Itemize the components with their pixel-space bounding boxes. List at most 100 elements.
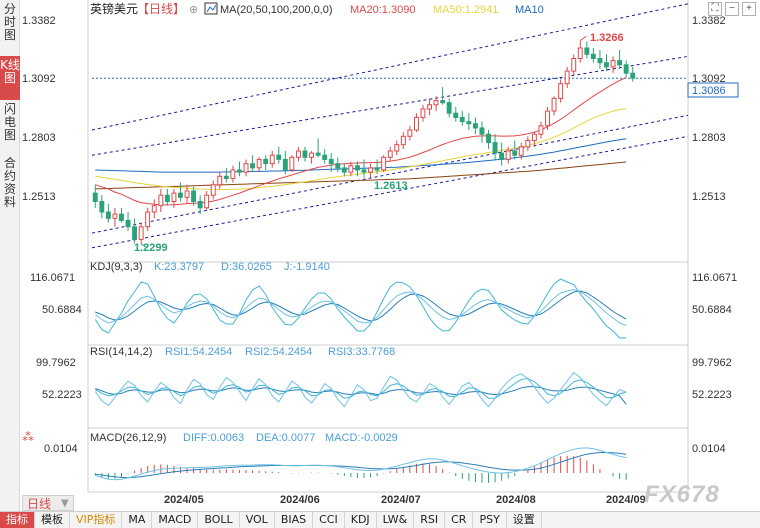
expand-icon[interactable]: ⛶ <box>708 2 722 16</box>
candle-body <box>132 226 138 240</box>
toolbar-vip-indicators[interactable]: VIP指标 <box>70 512 123 528</box>
candle-body <box>512 150 518 156</box>
macd-tick: 0.0104 <box>44 443 78 455</box>
window-controls: ⛶ − + <box>708 2 756 16</box>
watermark: FX678 <box>644 481 720 508</box>
toolbar-bias[interactable]: BIAS <box>275 512 314 528</box>
candle-body <box>184 190 190 198</box>
tab-timeshare[interactable]: 分时图 <box>3 2 16 42</box>
period-label: 日线 <box>27 496 52 511</box>
indicator-icon-glyph <box>206 4 217 13</box>
candle-body <box>499 152 505 160</box>
chevron-down-icon: ▼ <box>61 497 69 509</box>
candle-body <box>105 211 111 219</box>
candle-body <box>420 108 426 118</box>
kdj-d: D:36.0265 <box>221 261 272 273</box>
candle-body <box>125 219 131 228</box>
rsi-plot <box>94 371 627 408</box>
toolbar-kdj[interactable]: KDJ <box>345 512 377 528</box>
candle-body <box>119 213 124 221</box>
candle-body <box>197 201 203 209</box>
candle-body <box>571 58 577 72</box>
toolbar-ma[interactable]: MA <box>122 512 153 528</box>
candle-body <box>630 72 636 79</box>
candle-body <box>191 190 197 202</box>
candle-body <box>158 194 164 207</box>
toolbar-settings[interactable]: 设置 <box>507 512 542 528</box>
price-tick-left: 1.2513 <box>22 191 56 203</box>
candle-body <box>355 165 360 171</box>
price-tick: 1.2513 <box>692 191 726 203</box>
candle-body <box>269 154 275 165</box>
macd-diff-line <box>95 447 627 481</box>
toolbar-indicators[interactable]: 指标 <box>0 512 35 528</box>
candle-body <box>256 158 262 169</box>
candle-body <box>210 184 216 196</box>
toolbar-rsi[interactable]: RSI <box>414 512 446 528</box>
candle-body <box>453 112 459 118</box>
toolbar-psy[interactable]: PSY <box>473 512 507 528</box>
period-selector[interactable]: 日线 ▼ <box>22 495 74 511</box>
tab-flash[interactable]: 闪电图 <box>3 102 16 142</box>
ma10-value: MA10 <box>515 4 544 16</box>
toolbar-boll[interactable]: BOLL <box>198 512 240 528</box>
price-tick-left: 1.3382 <box>22 15 56 27</box>
toolbar-template[interactable]: 模板 <box>35 512 70 528</box>
candle-body <box>178 192 183 198</box>
x-axis-label: 2024/08 <box>496 494 536 506</box>
candle-body <box>335 163 341 169</box>
indicator-icon[interactable] <box>204 2 218 15</box>
candle-body <box>564 70 570 85</box>
candle-body <box>486 133 492 144</box>
ma20-line <box>95 76 627 206</box>
candle-body <box>617 60 622 66</box>
rsi-tick: 52.2223 <box>692 389 732 401</box>
candle-body <box>610 60 616 68</box>
kdj-tick: 116.0671 <box>692 272 737 284</box>
candle-body <box>368 167 374 173</box>
kdj-j: J:-1.9140 <box>284 261 330 273</box>
candle-body <box>289 156 295 171</box>
kdj-label: KDJ(9,3,3) <box>90 261 143 273</box>
toolbar-vol[interactable]: VOL <box>240 512 275 528</box>
macd-plot <box>94 447 627 483</box>
chart-canvas[interactable]: 英镑美元 【日线】 ⊕ MA(20,50,100,200,0,0) MA20:1… <box>0 0 760 510</box>
toolbar-lwr[interactable]: LW& <box>377 512 415 528</box>
candle-body <box>446 102 452 114</box>
x-axis-label: 2024/06 <box>280 494 320 506</box>
settings-icon[interactable]: ⊕ <box>189 4 198 16</box>
view-tabs: 分时图 K线图 闪电图 合约资料 <box>0 0 20 528</box>
tab-contract[interactable]: 合约资料 <box>3 156 16 209</box>
candle-body <box>92 192 98 203</box>
minus-icon[interactable]: − <box>725 2 739 16</box>
plus-icon[interactable]: + <box>742 2 756 16</box>
kdj-tick: 50.6884 <box>692 304 732 316</box>
candle-body <box>414 116 419 131</box>
rsi-1: RSI1:54.2454 <box>165 346 232 358</box>
candle-body <box>577 47 583 59</box>
symbol-label: 英镑美元 <box>90 1 138 16</box>
rsi-2: RSI2:54.2454 <box>245 346 312 358</box>
candle-body <box>282 158 288 171</box>
macd-label: MACD(26,12,9) <box>90 432 166 444</box>
candle-body <box>302 150 308 158</box>
trend-channel-line <box>91 135 689 249</box>
ma50-value: MA50:1.2941 <box>433 4 498 16</box>
candle-body <box>138 226 144 240</box>
tab-kline[interactable]: K线图 <box>0 56 20 100</box>
rsi-tick: 52.2223 <box>42 389 82 401</box>
candle-body <box>525 140 531 148</box>
candle-body <box>604 62 609 68</box>
toolbar-cci[interactable]: CCI <box>313 512 345 528</box>
macd-settings-icon[interactable]: ⁂ <box>22 430 34 444</box>
trend-channel-line <box>91 55 689 156</box>
macd-dea-line <box>95 452 627 479</box>
candle-body <box>296 150 301 158</box>
toolbar-cr[interactable]: CR <box>445 512 474 528</box>
candle-body <box>348 165 354 173</box>
candle-body <box>223 175 229 179</box>
candle-body <box>99 201 105 213</box>
toolbar-macd[interactable]: MACD <box>152 512 199 528</box>
candle-body <box>361 169 367 173</box>
price-tick-left: 1.2803 <box>22 132 56 144</box>
